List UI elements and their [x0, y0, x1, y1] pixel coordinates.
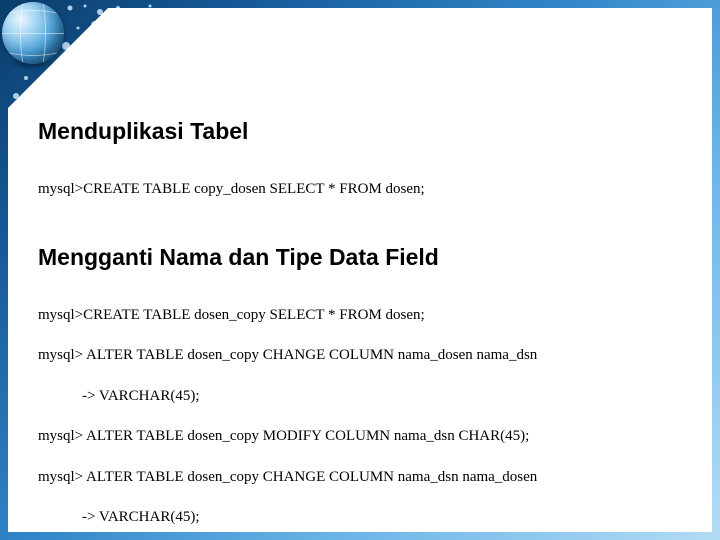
content-panel: Menduplikasi Tabel mysql>CREATE TABLE co…	[8, 8, 712, 532]
code-line: mysql> ALTER TABLE dosen_copy MODIFY COL…	[38, 428, 529, 444]
section1-code: mysql>CREATE TABLE copy_dosen SELECT * F…	[38, 159, 682, 200]
code-line: mysql> ALTER TABLE dosen_copy CHANGE COL…	[38, 469, 537, 485]
section2-code: mysql>CREATE TABLE dosen_copy SELECT * F…	[38, 285, 682, 540]
code-line-indented: -> VARCHAR(45);	[38, 507, 682, 527]
globe-icon	[2, 2, 64, 64]
code-line: mysql>CREATE TABLE dosen_copy SELECT * F…	[38, 307, 425, 323]
code-line: mysql> ALTER TABLE dosen_copy CHANGE COL…	[38, 347, 537, 363]
code-line: mysql>CREATE TABLE copy_dosen SELECT * F…	[38, 181, 425, 197]
section1-heading: Menduplikasi Tabel	[38, 118, 682, 145]
code-line-indented: -> VARCHAR(45);	[38, 386, 682, 406]
section2-heading: Mengganti Nama dan Tipe Data Field	[38, 244, 682, 271]
